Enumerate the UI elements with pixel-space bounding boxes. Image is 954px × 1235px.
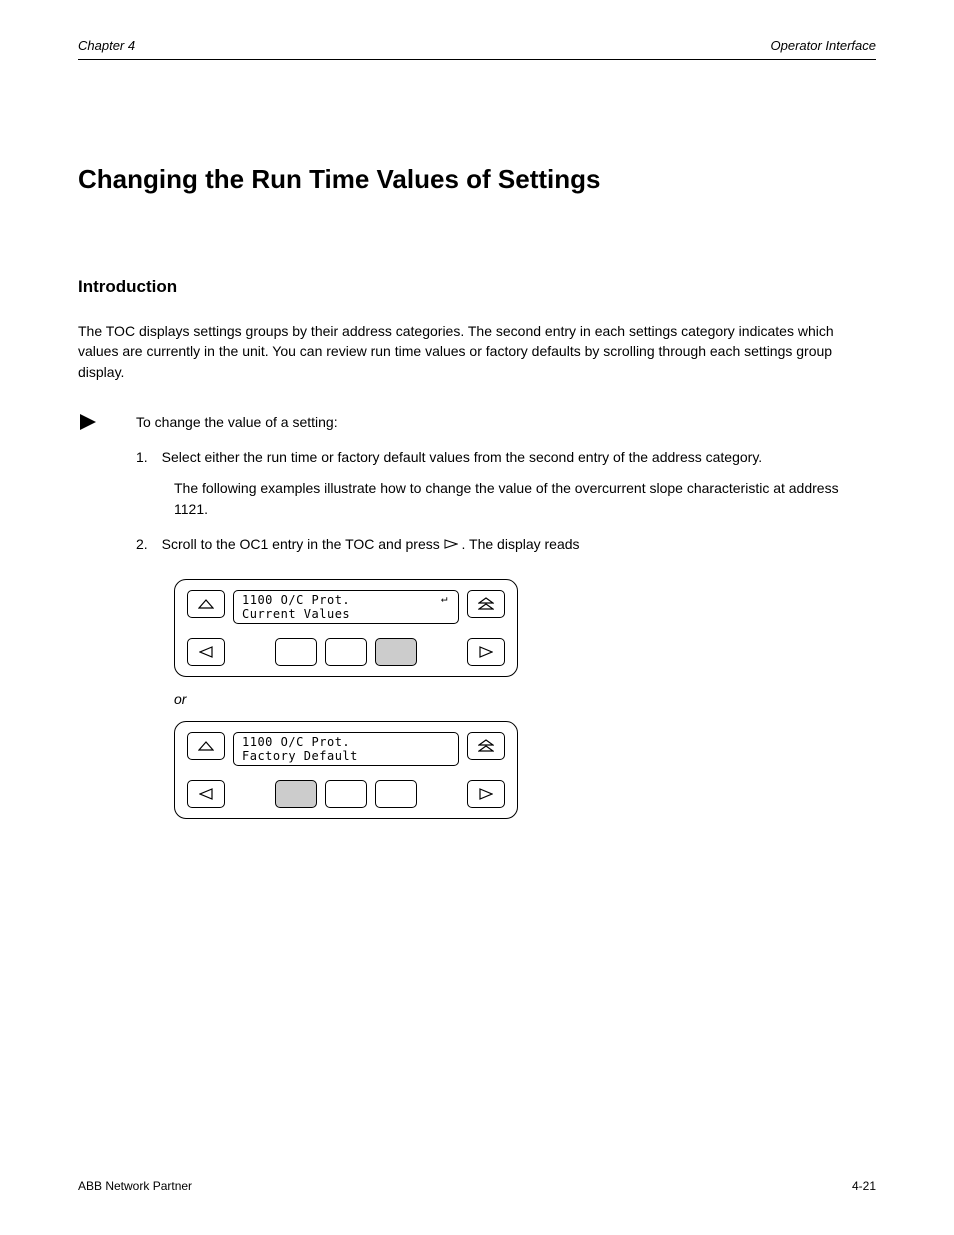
keypad-panel-1: 1100 O/C Prot. Current Values ↵: [174, 579, 518, 677]
page-up-button[interactable]: [467, 590, 505, 618]
header-right: Operator Interface: [771, 38, 877, 53]
lcd-line-2: Factory Default: [242, 749, 358, 763]
header-rule: [78, 59, 876, 60]
procedure-marker: [78, 412, 136, 833]
f3-button[interactable]: F3: [375, 638, 417, 666]
triangle-left-icon: [199, 788, 213, 800]
lcd-line-2: Current Values: [242, 607, 350, 621]
double-triangle-up-icon: [478, 739, 494, 753]
triangle-up-icon: [198, 741, 214, 751]
right-button[interactable]: [467, 780, 505, 808]
f3-button[interactable]: F3: [375, 780, 417, 808]
triangle-up-icon: [198, 599, 214, 609]
lcd-line-1: 1100 O/C Prot.: [242, 593, 350, 607]
section-title: Changing the Run Time Values of Settings: [78, 164, 876, 195]
right-arrow-icon: [444, 534, 458, 555]
up-button[interactable]: [187, 732, 225, 760]
step-2-tail: . The display reads: [462, 536, 580, 552]
triangle-right-icon: [479, 646, 493, 658]
enter-icon: ↵: [441, 592, 448, 605]
or-separator: or: [174, 691, 876, 707]
f2-button[interactable]: F2: [325, 780, 367, 808]
double-triangle-up-icon: [478, 597, 494, 611]
right-button[interactable]: [467, 638, 505, 666]
play-icon: [78, 412, 98, 432]
triangle-right-icon: [479, 788, 493, 800]
header-left: Chapter 4: [78, 38, 135, 53]
triangle-left-icon: [199, 646, 213, 658]
step-2-text: 2. Scroll to the OC1 entry in the TOC an…: [136, 536, 440, 552]
step-1: 1. Select either the run time or factory…: [136, 447, 876, 468]
footer: ABB Network Partner 4-21: [78, 1179, 876, 1193]
up-button[interactable]: [187, 590, 225, 618]
footer-right: 4-21: [852, 1179, 876, 1193]
step-1-detail: The following examples illustrate how to…: [174, 478, 876, 520]
lcd-display: 1100 O/C Prot. Current Values ↵: [233, 590, 459, 624]
step-2: 2. Scroll to the OC1 entry in the TOC an…: [136, 534, 876, 555]
intro-paragraph: The TOC displays settings groups by thei…: [78, 321, 876, 382]
page-up-button[interactable]: [467, 732, 505, 760]
f1-button[interactable]: F1: [275, 780, 317, 808]
lcd-line-1: 1100 O/C Prot.: [242, 735, 358, 749]
procedure: To change the value of a setting: 1. Sel…: [78, 412, 876, 833]
lcd-display: 1100 O/C Prot. Factory Default: [233, 732, 459, 766]
left-button[interactable]: [187, 780, 225, 808]
f2-button[interactable]: F2: [325, 638, 367, 666]
section-subtitle: Introduction: [78, 277, 876, 297]
header-row: Chapter 4 Operator Interface: [78, 38, 876, 53]
f1-button[interactable]: F1: [275, 638, 317, 666]
keypad-panel-2: 1100 O/C Prot. Factory Default: [174, 721, 518, 819]
procedure-lead: To change the value of a setting:: [136, 412, 876, 433]
left-button[interactable]: [187, 638, 225, 666]
page: Chapter 4 Operator Interface Changing th…: [0, 0, 954, 1235]
footer-left: ABB Network Partner: [78, 1179, 192, 1193]
